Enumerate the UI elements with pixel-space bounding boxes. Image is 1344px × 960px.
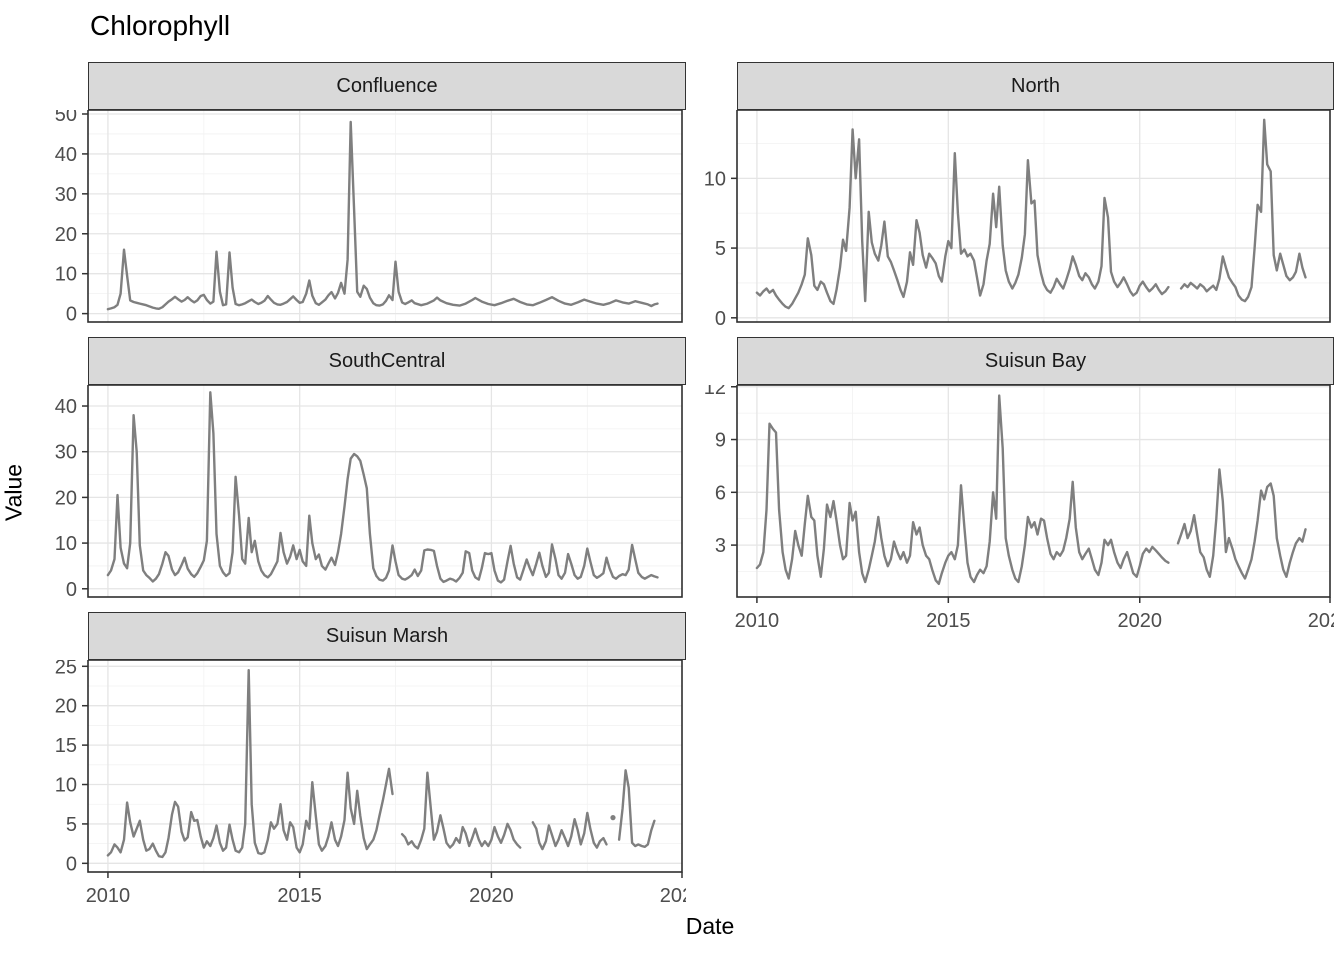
svg-text:12: 12 — [704, 385, 726, 399]
facet-strip-label: Suisun Marsh — [325, 624, 449, 647]
facet-strip-southcentral: SouthCentral — [88, 337, 686, 385]
svg-text:0: 0 — [66, 579, 77, 601]
svg-text:25: 25 — [55, 660, 77, 678]
facet-strip-label: SouthCentral — [328, 349, 446, 372]
panel-north: 0 5 10 — [704, 110, 1331, 330]
svg-text:50: 50 — [55, 110, 77, 126]
facet-strip-label: North — [1011, 74, 1060, 97]
svg-text:9: 9 — [715, 430, 726, 452]
facet-strip-confluence: Confluence — [88, 62, 686, 110]
svg-text:10: 10 — [55, 533, 77, 555]
svg-text:20: 20 — [55, 696, 77, 718]
facet-suisun-marsh: Suisun Marsh 05101520252010201520202025 — [30, 612, 686, 917]
facet-strip-suisun-marsh: Suisun Marsh — [88, 612, 686, 660]
svg-text:2010: 2010 — [735, 610, 780, 632]
svg-text:2010: 2010 — [86, 885, 131, 907]
panel-southcentral: 0 10 20 30 40 — [55, 385, 683, 601]
facet-strip-label: Suisun Bay — [984, 349, 1087, 372]
svg-text:3: 3 — [715, 535, 726, 557]
facet-strip-suisun-bay: Suisun Bay — [737, 337, 1334, 385]
svg-text:15: 15 — [55, 735, 77, 757]
panel-confluence: 0 10 20 30 40 50 — [55, 110, 683, 326]
svg-text:5: 5 — [66, 814, 77, 836]
svg-text:40: 40 — [55, 144, 77, 166]
svg-text:40: 40 — [55, 396, 77, 418]
svg-text:10: 10 — [55, 775, 77, 797]
y-axis-title: Value — [0, 463, 27, 522]
svg-text:30: 30 — [55, 184, 77, 206]
svg-text:10: 10 — [55, 264, 77, 286]
facet-strip-north: North — [737, 62, 1334, 110]
svg-text:2020: 2020 — [469, 885, 514, 907]
facet-strip-label: Confluence — [336, 74, 438, 97]
svg-text:2020: 2020 — [1117, 610, 1162, 632]
svg-text:0: 0 — [66, 853, 77, 875]
svg-text:10: 10 — [704, 168, 726, 190]
svg-text:6: 6 — [715, 482, 726, 504]
svg-text:0: 0 — [66, 304, 77, 326]
x-axis-title: Date — [685, 913, 735, 939]
facet-north: North 0 5 10 — [679, 62, 1334, 330]
svg-text:5: 5 — [715, 238, 726, 260]
svg-text:20: 20 — [55, 487, 77, 509]
facet-confluence: Confluence 0 10 20 30 40 50 — [30, 62, 686, 330]
plot-title: Chlorophyll — [90, 10, 231, 41]
panel-suisun-marsh: 05101520252010201520202025 — [55, 660, 686, 907]
svg-text:2015: 2015 — [926, 610, 971, 632]
facet-southcentral: SouthCentral 0 10 20 30 40 — [30, 337, 686, 605]
svg-text:20: 20 — [55, 224, 77, 246]
svg-text:2015: 2015 — [277, 885, 322, 907]
svg-text:0: 0 — [715, 308, 726, 330]
svg-text:30: 30 — [55, 442, 77, 464]
